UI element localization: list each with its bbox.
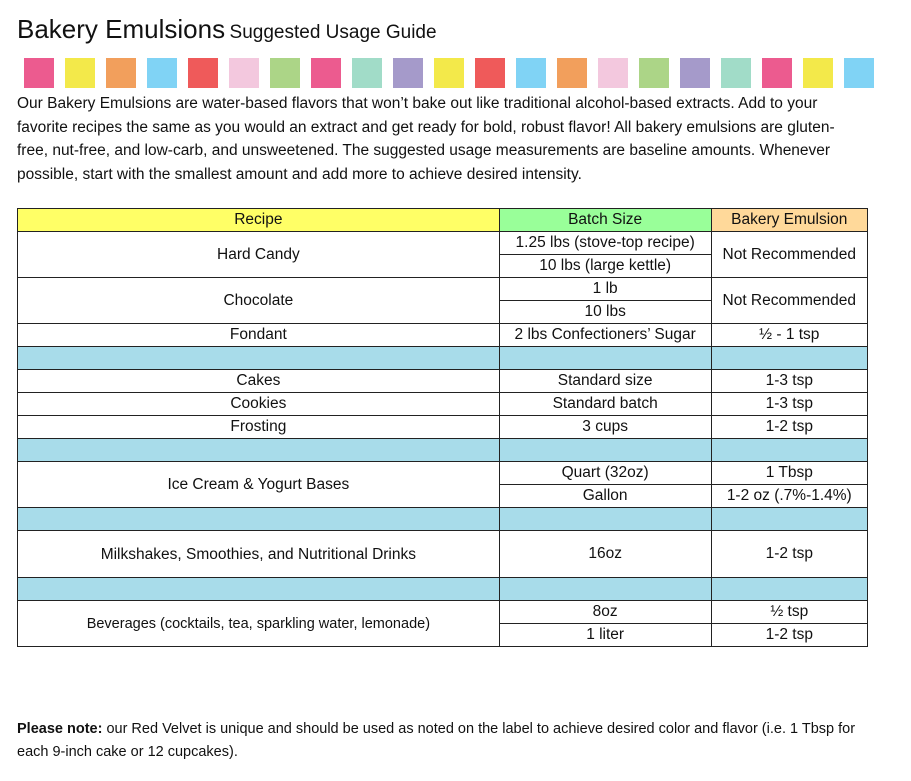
table-row: Cakes Standard size 1-3 tsp	[17, 369, 869, 393]
color-swatch-strip	[24, 58, 874, 88]
emulsion-cell: 1-2 tsp	[710, 415, 869, 439]
recipe-cell: Ice Cream & Yogurt Bases	[17, 461, 500, 508]
separator-cell	[498, 438, 712, 462]
separator-cell	[710, 346, 869, 370]
emulsion-cell: 1 Tbsp	[710, 461, 869, 485]
batch-cell: 10 lbs (large kettle)	[498, 254, 712, 278]
color-swatch	[188, 58, 218, 88]
separator-cell	[17, 507, 500, 531]
separator-cell	[710, 577, 869, 601]
separator-cell	[498, 577, 712, 601]
batch-cell: Quart (32oz)	[498, 461, 712, 485]
batch-cell: Standard size	[498, 369, 712, 393]
emulsion-cell: Not Recommended	[710, 231, 869, 278]
header-batch-size: Batch Size	[498, 208, 712, 232]
color-swatch	[65, 58, 95, 88]
table-row: 1 liter 1-2 tsp	[18, 623, 869, 647]
table-row: Ice Cream & Yogurt Bases Quart (32oz) 1 …	[17, 461, 869, 508]
title-sub: Suggested Usage Guide	[229, 22, 437, 43]
separator-cell	[498, 507, 712, 531]
color-swatch	[680, 58, 710, 88]
batch-cell: Gallon	[498, 484, 712, 508]
table-row: Hard Candy 1.25 lbs (stove-top recipe) N…	[17, 231, 869, 278]
separator-row	[17, 346, 869, 370]
emulsion-cell: 1-2 oz (.7%-1.4%)	[710, 484, 869, 508]
header-bakery-emulsion: Bakery Emulsion	[710, 208, 869, 232]
intro-paragraph: Our Bakery Emulsions are water-based fla…	[17, 95, 835, 183]
table-row: Frosting 3 cups 1-2 tsp	[17, 415, 869, 439]
recipe-cell: Chocolate	[17, 277, 500, 324]
header-row: Recipe Batch Size Bakery Emulsion	[17, 208, 869, 232]
emulsion-cell: Not Recommended	[710, 277, 869, 324]
batch-cell: Standard batch	[498, 392, 712, 416]
batch-cell: 16oz	[498, 530, 712, 578]
color-swatch	[270, 58, 300, 88]
header-recipe: Recipe	[17, 208, 500, 232]
recipe-cell: Frosting	[17, 415, 500, 439]
batch-cell: 1 lb	[498, 277, 712, 301]
separator-cell	[17, 577, 500, 601]
note-label: Please note:	[17, 721, 103, 737]
recipe-cell: Fondant	[17, 323, 500, 347]
title-main: Bakery Emulsions	[17, 14, 226, 44]
emulsion-cell: 1-2 tsp	[710, 530, 869, 578]
batch-cell: 8oz	[498, 600, 712, 624]
separator-row	[17, 507, 869, 531]
batch-cell: 1.25 lbs (stove-top recipe)	[498, 231, 712, 255]
separator-row	[17, 438, 869, 462]
color-swatch	[352, 58, 382, 88]
color-swatch	[844, 58, 874, 88]
color-swatch	[311, 58, 341, 88]
table-row: Cookies Standard batch 1-3 tsp	[17, 392, 869, 416]
color-swatch	[147, 58, 177, 88]
table-row: Chocolate 1 lb Not Recommended	[17, 277, 869, 324]
separator-row	[17, 577, 869, 601]
separator-cell	[17, 438, 500, 462]
color-swatch	[516, 58, 546, 88]
color-swatch	[434, 58, 464, 88]
footer-note: Please note: our Red Velvet is unique an…	[17, 718, 877, 764]
table-row: Beverages (cocktails, tea, sparkling wat…	[17, 600, 869, 647]
separator-cell	[710, 438, 869, 462]
emulsion-cell: ½ - 1 tsp	[710, 323, 869, 347]
page-title: Bakery Emulsions Suggested Usage Guide	[17, 14, 437, 45]
recipe-cell: Cookies	[17, 392, 500, 416]
table-row: 10 lbs	[18, 300, 868, 324]
color-swatch	[106, 58, 136, 88]
batch-cell: 3 cups	[498, 415, 712, 439]
recipe-cell: Hard Candy	[17, 231, 500, 278]
separator-cell	[498, 346, 712, 370]
color-swatch	[598, 58, 628, 88]
note-text: our Red Velvet is unique and should be u…	[17, 721, 856, 760]
color-swatch	[393, 58, 423, 88]
color-swatch	[639, 58, 669, 88]
table-row: Fondant 2 lbs Confectioners’ Sugar ½ - 1…	[17, 323, 869, 347]
color-swatch	[24, 58, 54, 88]
separator-cell	[17, 346, 500, 370]
color-swatch	[803, 58, 833, 88]
color-swatch	[557, 58, 587, 88]
recipe-cell: Beverages (cocktails, tea, sparkling wat…	[17, 600, 500, 647]
emulsion-cell: ½ tsp	[710, 600, 869, 624]
color-swatch	[721, 58, 751, 88]
table-row: 10 lbs (large kettle)	[18, 254, 868, 278]
recipe-cell: Cakes	[17, 369, 500, 393]
separator-cell	[710, 507, 869, 531]
batch-cell: 2 lbs Confectioners’ Sugar	[498, 323, 712, 347]
color-swatch	[475, 58, 505, 88]
batch-cell: 10 lbs	[498, 300, 712, 324]
usage-table: Recipe Batch Size Bakery Emulsion Hard C…	[17, 208, 869, 647]
batch-cell: 1 liter	[498, 623, 712, 647]
emulsion-cell: 1-3 tsp	[710, 369, 869, 393]
table-row: Milkshakes, Smoothies, and Nutritional D…	[17, 530, 869, 578]
color-swatch	[762, 58, 792, 88]
emulsion-cell: 1-3 tsp	[710, 392, 869, 416]
table-row: Gallon 1-2 oz (.7%-1.4%)	[18, 484, 869, 508]
emulsion-cell: 1-2 tsp	[710, 623, 869, 647]
color-swatch	[229, 58, 259, 88]
recipe-cell: Milkshakes, Smoothies, and Nutritional D…	[17, 530, 500, 578]
